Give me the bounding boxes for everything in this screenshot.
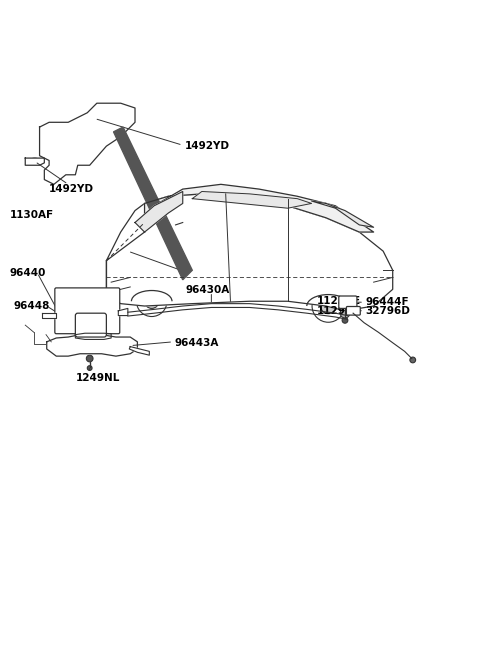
Circle shape (86, 111, 103, 128)
Text: 1492YD: 1492YD (49, 184, 94, 194)
Circle shape (127, 345, 133, 351)
Circle shape (90, 116, 99, 124)
Circle shape (87, 365, 92, 371)
FancyBboxPatch shape (339, 296, 357, 309)
Polygon shape (75, 333, 111, 339)
Text: 96448: 96448 (13, 301, 50, 311)
Circle shape (86, 355, 93, 362)
Bar (123, 248, 132, 253)
Text: 96444F: 96444F (365, 297, 408, 307)
Polygon shape (42, 313, 56, 318)
Circle shape (340, 309, 350, 318)
Circle shape (410, 357, 416, 363)
Polygon shape (129, 346, 149, 355)
Text: 96430A: 96430A (185, 286, 229, 295)
Polygon shape (39, 103, 135, 184)
Circle shape (83, 309, 100, 326)
Circle shape (342, 318, 348, 323)
FancyBboxPatch shape (347, 307, 360, 315)
Text: 96440: 96440 (10, 268, 47, 278)
Polygon shape (144, 184, 373, 232)
Circle shape (55, 342, 62, 348)
Polygon shape (25, 158, 44, 165)
Text: 32796D: 32796D (365, 306, 410, 316)
Polygon shape (135, 191, 183, 232)
Polygon shape (192, 191, 312, 208)
Bar (342, 299, 354, 305)
FancyBboxPatch shape (55, 288, 120, 333)
Polygon shape (107, 194, 393, 310)
Text: 1130AF: 1130AF (10, 210, 54, 220)
FancyBboxPatch shape (75, 313, 107, 337)
Polygon shape (118, 309, 128, 316)
Text: 1249NL: 1249NL (75, 373, 120, 383)
Polygon shape (114, 127, 192, 280)
Circle shape (144, 294, 159, 309)
Text: 1492YD: 1492YD (185, 141, 230, 151)
Circle shape (78, 302, 95, 320)
Text: 96443A: 96443A (174, 338, 218, 348)
Polygon shape (312, 201, 373, 227)
Text: 1123AE: 1123AE (316, 296, 360, 307)
Polygon shape (47, 335, 137, 356)
Circle shape (321, 299, 336, 314)
Circle shape (50, 341, 56, 347)
Text: 1129ED: 1129ED (316, 306, 361, 316)
Circle shape (31, 158, 38, 165)
